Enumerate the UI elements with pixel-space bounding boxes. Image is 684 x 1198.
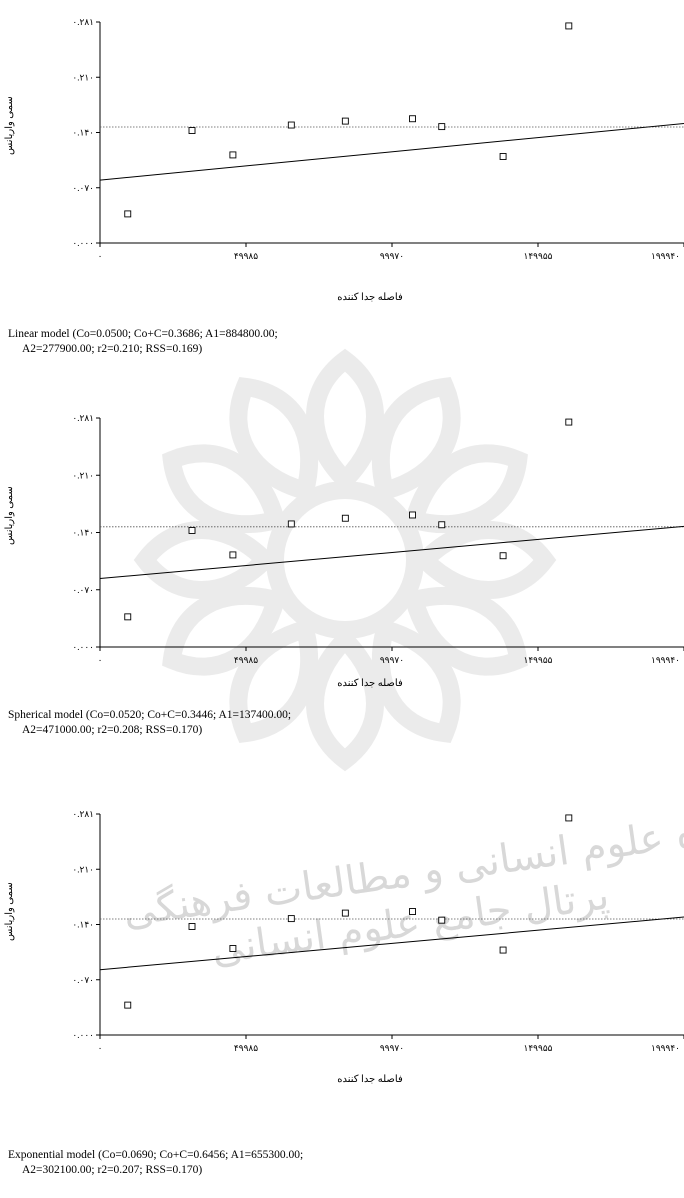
chart-3-caption-line2: A2=302100.00; r2=0.207; RSS=0.170) <box>22 1164 203 1176</box>
data-point <box>341 909 349 917</box>
y-tick-label: ۰.۱۴۰ <box>72 528 94 538</box>
x-tick-label: ۴۹۹۸۵ <box>234 1043 258 1053</box>
data-point <box>188 923 196 930</box>
chart-3-caption: Exponential model (Co=0.0690; Co+C=0.645… <box>0 1148 684 1178</box>
data-point <box>409 908 416 915</box>
chart-1-caption-line1: Linear model (Co=0.0500; Co+C=0.3686; A1… <box>8 328 278 340</box>
chart-3-ylabel: سمی واریانس <box>4 882 15 941</box>
chart-1-xlabel: فاصله جدا کننده <box>337 292 403 303</box>
data-point <box>341 117 349 125</box>
y-tick-label: ۰.۰۷۰ <box>72 183 94 193</box>
data-point <box>287 121 295 129</box>
x-tick-label: ۰ <box>98 251 103 261</box>
y-tick-label: ۰.۰۰۰ <box>72 642 94 652</box>
chart-1-caption-line2: A2=277900.00; r2=0.210; RSS=0.169) <box>22 343 203 355</box>
chart-panel-2: ۰.۰۰۰ ۰.۰۷۰ ۰.۱۴۰ ۰.۲۱۰ ۰.۲۸۱ ۰ ۴۹۹۸۵ ۹۹۹۷۰ ۱۴۹۹… <box>0 396 684 791</box>
chart-1-caption: Linear model (Co=0.0500; Co+C=0.3686; A1… <box>0 327 684 357</box>
y-tick-label: ۰.۲۱۰ <box>72 72 94 82</box>
data-point <box>287 520 295 528</box>
y-tick-label: ۰.۲۱۰ <box>72 864 94 874</box>
data-point <box>124 210 132 218</box>
x-tick-label: ۹۹۹۷۰ <box>380 251 404 261</box>
chart-2-ylabel: سمی واریانس <box>4 486 15 545</box>
x-tick-label: ۱۴۹۹۵۵ <box>523 251 552 261</box>
data-point <box>438 916 446 924</box>
x-tick-label: ۰ <box>98 1043 103 1053</box>
x-tick-label: ۴۹۹۸۵ <box>234 251 258 261</box>
y-tick-label: ۰.۲۸۱ <box>72 809 94 819</box>
data-point <box>409 511 416 519</box>
chart-2-caption-line1: Spherical model (Co=0.0520; Co+C=0.3446;… <box>8 709 292 721</box>
x-tick-label: ۱۹۹۹۴۰ <box>651 251 680 261</box>
data-point <box>565 418 573 426</box>
data-point <box>124 1001 132 1009</box>
data-point <box>287 915 295 923</box>
model-line <box>99 122 684 181</box>
data-point <box>229 151 237 159</box>
y-tick-label: ۰.۱۴۰ <box>72 128 94 138</box>
chart-panel-1: ۰.۰۰۰ ۰.۰۷۰ ۰.۱۴۰ ۰.۲۱۰ ۰.۲۸۱ ۰ ۴۹۹۸۵ ۹۹۹۷۰ ۱۴۹۹… <box>0 0 684 395</box>
data-point <box>565 22 573 30</box>
data-point <box>341 514 349 522</box>
chart-2-xlabel: فاصله جدا کننده <box>337 678 403 689</box>
chart-3-plot: ۰.۰۰۰ ۰.۰۷۰ ۰.۱۴۰ ۰.۲۱۰ ۰.۲۸۱ ۰ ۴۹۹۸۵ ۹۹۹۷۰ ۱۴۹۹… <box>72 809 684 1053</box>
model-line <box>99 525 684 580</box>
y-tick-label: ۰.۰۰۰ <box>72 238 94 248</box>
chart-2-caption-line2: A2=471000.00; r2=0.208; RSS=0.170) <box>22 724 203 736</box>
data-point <box>565 814 573 822</box>
x-tick-label: ۱۹۹۹۴۰ <box>651 1043 680 1053</box>
chart-panel-3: ۰.۰۰۰ ۰.۰۷۰ ۰.۱۴۰ ۰.۲۱۰ ۰.۲۸۱ ۰ ۴۹۹۸۵ ۹۹۹۷۰ ۱۴۹۹… <box>0 792 684 1187</box>
y-tick-label: ۰.۰۷۰ <box>72 975 94 985</box>
data-point <box>188 127 196 134</box>
y-tick-label: ۰.۲۸۱ <box>72 17 94 27</box>
y-tick-label: ۰.۰۰۰ <box>72 1030 94 1040</box>
x-tick-label: ۱۴۹۹۵۵ <box>523 655 552 665</box>
chart-1-ylabel: سمی واریانس <box>4 96 15 155</box>
chart-3-caption-line1: Exponential model (Co=0.0690; Co+C=0.645… <box>8 1149 304 1161</box>
data-point <box>229 551 237 559</box>
data-point <box>124 613 132 621</box>
data-point <box>438 123 446 131</box>
x-tick-label: ۴۹۹۸۵ <box>234 655 258 665</box>
chart-3-xlabel: فاصله جدا کننده <box>337 1074 403 1085</box>
model-line <box>99 916 684 971</box>
x-tick-label: ۱۴۹۹۵۵ <box>523 1043 552 1053</box>
data-point <box>499 946 507 954</box>
data-point <box>409 115 416 123</box>
data-point <box>438 521 446 529</box>
y-tick-label: ۰.۱۴۰ <box>72 920 94 930</box>
y-tick-label: ۰.۲۸۱ <box>72 413 94 423</box>
x-tick-label: ۱۹۹۹۴۰ <box>651 655 680 665</box>
x-tick-label: ۰ <box>98 655 103 665</box>
x-tick-label: ۹۹۹۷۰ <box>380 655 404 665</box>
data-point <box>499 153 507 160</box>
chart-1-plot: ۰.۰۰۰ ۰.۰۷۰ ۰.۱۴۰ ۰.۲۱۰ ۰.۲۸۱ ۰ ۴۹۹۸۵ ۹۹۹۷۰ ۱۴۹۹… <box>72 17 684 261</box>
y-tick-label: ۰.۲۱۰ <box>72 470 94 480</box>
chart-2-caption: Spherical model (Co=0.0520; Co+C=0.3446;… <box>0 708 684 738</box>
y-tick-label: ۰.۰۷۰ <box>72 585 94 595</box>
data-point <box>229 945 237 952</box>
chart-2-plot: ۰.۰۰۰ ۰.۰۷۰ ۰.۱۴۰ ۰.۲۱۰ ۰.۲۸۱ ۰ ۴۹۹۸۵ ۹۹۹۷۰ ۱۴۹۹… <box>72 413 684 665</box>
data-point <box>188 527 196 534</box>
data-point <box>499 552 507 560</box>
x-tick-label: ۹۹۹۷۰ <box>380 1043 404 1053</box>
